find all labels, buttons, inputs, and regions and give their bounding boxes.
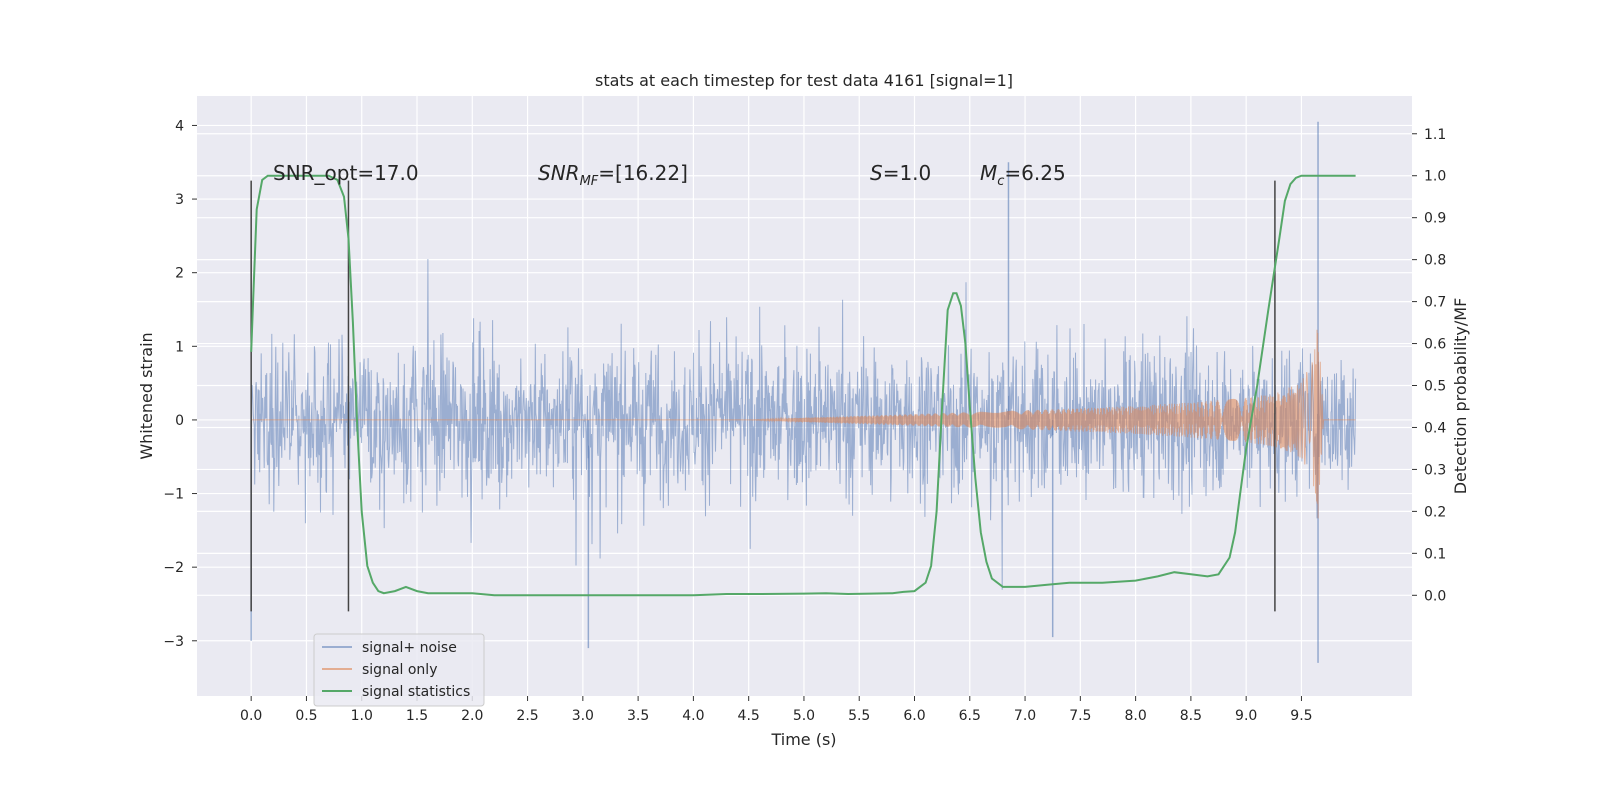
x-tick-label: 7.0	[1014, 708, 1036, 724]
y-tick-label: 2	[175, 266, 184, 282]
x-tick-label: 1.0	[351, 708, 373, 724]
right-y-tick-label: 0.7	[1424, 295, 1446, 311]
y-tick-label: −1	[163, 487, 184, 503]
legend-label-noise: signal+ noise	[362, 640, 457, 656]
x-tick-label: 5.5	[848, 708, 870, 724]
snr-mf-base: SNR	[538, 161, 580, 185]
right-y-tick-label: 0.6	[1424, 337, 1446, 353]
legend-box	[313, 633, 485, 707]
y-tick-label: −3	[163, 634, 184, 650]
mc-base: M	[980, 161, 997, 185]
signal-statistics-series	[250, 174, 1356, 597]
y-tick-label: −2	[163, 560, 184, 576]
right-y-tick-label: 0.9	[1424, 211, 1446, 227]
right-y-axis-label: Detection probability/MF	[1451, 298, 1470, 495]
x-tick-label: 6.5	[959, 708, 981, 724]
mc-value: =6.25	[1004, 161, 1065, 185]
right-y-tick-labels: 0.0 0.1 0.2 0.3 0.4 0.5 0.6 0.7 0.8 0.9 1.0 1.1	[1412, 127, 1446, 604]
s-value: =1.0	[883, 161, 932, 185]
x-tick-labels: 0.0 0.5 1.0 1.5 2.0 2.5 3.0 3.5 4.0 4.5 5.0 5.5 6.0 6…	[240, 696, 1313, 724]
x-tick-label: 9.5	[1290, 708, 1312, 724]
snr-mf-annotation: SNRMF=[16.22]	[538, 161, 688, 189]
y-tick-label: 3	[175, 192, 184, 208]
signal-trace	[251, 329, 1356, 519]
right-y-tick-label: 0.0	[1424, 588, 1446, 604]
y-tick-label: 0	[175, 413, 184, 429]
x-tick-label: 4.0	[682, 708, 704, 724]
signal-only-series	[251, 329, 1356, 519]
s-annotation: S=1.0	[870, 161, 931, 185]
legend-label-signal: signal only	[362, 662, 437, 678]
statistics-trace	[250, 174, 1356, 597]
x-tick-label: 7.5	[1069, 708, 1091, 724]
legend: signal+ noise signal only signal statist…	[313, 633, 485, 707]
x-tick-label: 4.5	[738, 708, 760, 724]
snr-mf-subscript: MF	[580, 174, 599, 189]
x-tick-label: 1.5	[406, 708, 428, 724]
y-tick-label: 4	[175, 118, 184, 134]
snr-opt-annotation: SNR_opt=17.0	[273, 161, 419, 185]
x-tick-label: 8.0	[1124, 708, 1146, 724]
x-tick-label: 2.5	[516, 708, 538, 724]
x-tick-label: 0.5	[295, 708, 317, 724]
x-tick-label: 6.0	[903, 708, 925, 724]
right-y-tick-label: 0.3	[1424, 462, 1446, 478]
chart-title: stats at each timestep for test data 416…	[595, 71, 1013, 90]
snr-mf-value: =[16.22]	[598, 161, 688, 185]
x-tick-label: 3.0	[572, 708, 594, 724]
y-tick-labels: −3 −2 −1 0 1 2 3 4	[163, 118, 197, 650]
legend-label-stats: signal statistics	[362, 684, 470, 700]
x-tick-label: 8.5	[1180, 708, 1202, 724]
mc-annotation: Mc=6.25	[980, 161, 1066, 189]
right-y-tick-label: 0.4	[1424, 420, 1446, 436]
right-y-tick-label: 1.1	[1424, 127, 1446, 143]
right-y-tick-label: 0.2	[1424, 504, 1446, 520]
s-symbol: S	[870, 161, 883, 185]
noise-trace	[250, 258, 1357, 590]
x-axis-label: Time (s)	[770, 730, 836, 749]
y-axis-label: Whitened strain	[137, 332, 156, 459]
right-y-tick-label: 1.0	[1424, 169, 1446, 185]
mc-subscript: c	[997, 174, 1004, 189]
right-y-tick-label: 0.5	[1424, 379, 1446, 395]
x-tick-label: 5.0	[793, 708, 815, 724]
x-tick-label: 9.0	[1235, 708, 1257, 724]
x-tick-label: 0.0	[240, 708, 262, 724]
right-y-tick-label: 0.8	[1424, 253, 1446, 269]
y-tick-label: 1	[175, 339, 184, 355]
x-tick-label: 2.0	[461, 708, 483, 724]
right-y-tick-label: 0.1	[1424, 546, 1446, 562]
x-tick-label: 3.5	[627, 708, 649, 724]
